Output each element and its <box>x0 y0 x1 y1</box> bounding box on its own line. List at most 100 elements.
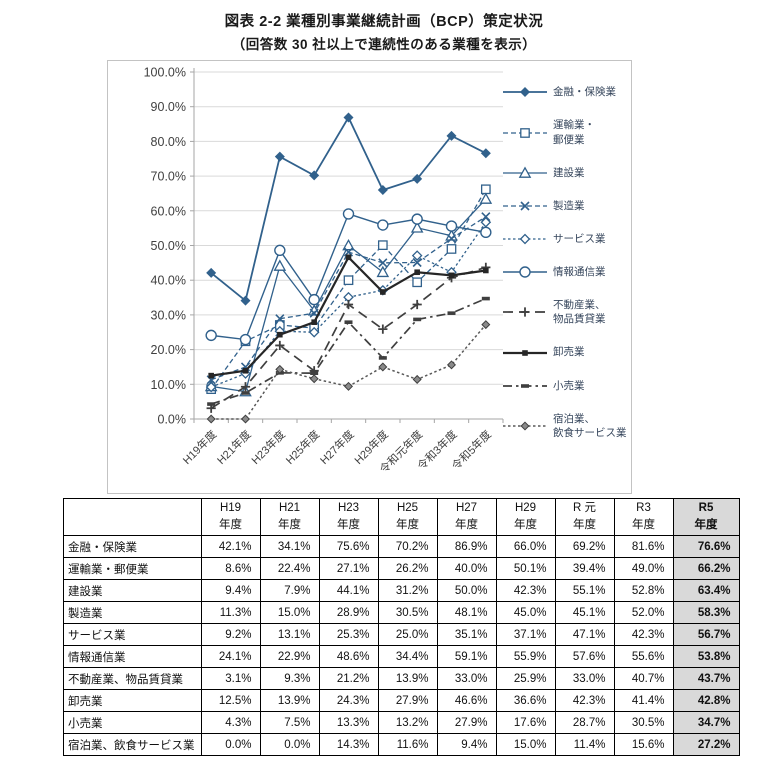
legend-swatch <box>503 421 547 431</box>
column-header-R5: R5 年度 <box>672 498 740 536</box>
value-cell: 47.1% <box>554 623 615 646</box>
series-marker <box>412 257 422 268</box>
x-axis-labels: H19年度H21年度H23年度H25年度H27年度H29年度令和元年度令和3年度… <box>180 427 494 476</box>
series-marker <box>519 266 531 278</box>
value-cell: 42.8% <box>672 689 740 712</box>
value-cell: 7.5% <box>259 711 320 734</box>
y-tick-label: 90.0% <box>151 100 186 114</box>
series-line <box>211 324 487 420</box>
series-marker <box>480 226 492 239</box>
series-製造業 <box>206 212 491 385</box>
value-cell: 26.2% <box>377 557 438 580</box>
series-marker <box>378 258 388 268</box>
legend-label: 建設業 <box>553 166 585 179</box>
series-line <box>210 297 487 405</box>
series-marker <box>413 317 422 322</box>
legend-label: 金融・保険業 <box>553 86 616 98</box>
series-marker <box>446 360 457 370</box>
value-cell: 24.3% <box>318 689 379 712</box>
legend-item-5: サービス業 <box>502 232 630 247</box>
value-cell: 11.6% <box>377 733 438 756</box>
value-cell: 36.6% <box>495 689 556 712</box>
series-marker <box>480 184 491 195</box>
value-cell: 42.1% <box>200 535 261 558</box>
legend-item-2: 運輸業・ 郵便業 <box>502 118 630 147</box>
value-cell: 55.1% <box>554 579 615 602</box>
table-row: サービス業 9.2% 13.1% 25.3% 25.0% 35.1% 37.1% 47.1% 4… <box>63 623 740 646</box>
series-marker <box>520 421 530 431</box>
column-header-H27: H27 年度 <box>436 498 497 536</box>
value-cell: 9.3% <box>259 667 320 690</box>
value-cell: 0.0% <box>259 733 320 756</box>
legend-swatch <box>503 350 547 356</box>
row-label: 金融・保険業 <box>63 535 202 558</box>
value-cell: 8.6% <box>200 557 261 580</box>
value-cell: 13.2% <box>377 711 438 734</box>
value-cell: 45.1% <box>554 601 615 624</box>
series-marker <box>520 307 530 318</box>
series-marker <box>412 374 422 384</box>
value-cell: 27.2% <box>672 733 740 756</box>
value-cell: 25.3% <box>318 623 379 646</box>
y-tick-label: 80.0% <box>151 135 186 149</box>
series-金融・保険業 <box>206 112 491 306</box>
value-cell: 42.3% <box>495 579 556 602</box>
series-卸売業 <box>208 254 489 379</box>
y-tick-label: 60.0% <box>151 204 186 218</box>
value-cell: 86.9% <box>436 535 497 558</box>
value-cell: 25.9% <box>495 667 556 690</box>
series-marker <box>445 220 458 232</box>
series-marker <box>447 311 456 315</box>
y-tick-label: 70.0% <box>151 170 186 184</box>
series-marker <box>518 166 532 178</box>
series-marker <box>274 151 285 162</box>
value-cell: 44.1% <box>318 579 379 602</box>
row-label: 不動産業、物品賃貸業 <box>63 667 202 690</box>
y-tick-label: 0.0% <box>158 413 187 427</box>
series-marker <box>277 331 283 338</box>
series-marker <box>411 250 423 261</box>
value-cell: 3.1% <box>200 667 261 690</box>
value-cell: 13.1% <box>259 623 320 646</box>
value-cell: 31.2% <box>377 579 438 602</box>
value-cell: 9.2% <box>200 623 261 646</box>
value-cell: 43.7% <box>672 667 740 690</box>
value-cell: 27.1% <box>318 557 379 580</box>
y-tick-label: 50.0% <box>151 239 186 253</box>
column-header-H23: H23 年度 <box>318 498 379 536</box>
series-marker <box>412 277 423 288</box>
value-cell: 49.0% <box>613 557 674 580</box>
legend-swatch <box>503 166 547 178</box>
table-row: 運輸業・郵便業 8.6% 22.4% 27.1% 26.2% 40.0% 50.1% 39.4… <box>63 557 740 580</box>
legend-label: 小売業 <box>553 379 585 392</box>
row-label: サービス業 <box>63 623 202 646</box>
value-cell: 34.7% <box>672 711 740 734</box>
series-marker <box>480 148 491 159</box>
legend-item-1: 金融・保険業 <box>502 85 630 100</box>
series-marker <box>378 356 387 360</box>
value-cell: 4.3% <box>200 711 261 734</box>
value-cell: 21.2% <box>318 667 379 690</box>
x-tick-label: H23年度 <box>248 427 288 467</box>
series-marker <box>208 372 214 379</box>
series-marker <box>446 244 457 254</box>
table-row: 宿泊業、飲食サービス業 0.0% 0.0% 14.3% 11.6% 9.4% 15.0% 11… <box>63 733 740 756</box>
series-marker <box>377 184 388 195</box>
value-cell: 13.3% <box>318 711 379 734</box>
row-label: 卸売業 <box>63 689 202 712</box>
legend-label: 製造業 <box>553 199 585 212</box>
value-cell: 66.2% <box>672 557 740 580</box>
value-cell: 63.4% <box>672 579 740 602</box>
legend-item-3: 建設業 <box>502 166 630 181</box>
series-marker <box>308 293 320 306</box>
series-marker <box>410 221 424 233</box>
table-row: 卸売業 12.5% 13.9% 24.3% 27.9% 46.6% 36.6% 42.3% 41… <box>63 689 740 712</box>
legend-item-8: 卸売業 <box>502 345 630 360</box>
series-marker <box>448 272 455 279</box>
table-corner-cell <box>63 498 202 536</box>
value-cell: 28.7% <box>554 711 615 734</box>
value-cell: 45.0% <box>495 601 556 624</box>
value-cell: 55.9% <box>495 645 556 668</box>
y-tick-label: 10.0% <box>151 378 186 392</box>
value-cell: 69.2% <box>554 535 615 558</box>
